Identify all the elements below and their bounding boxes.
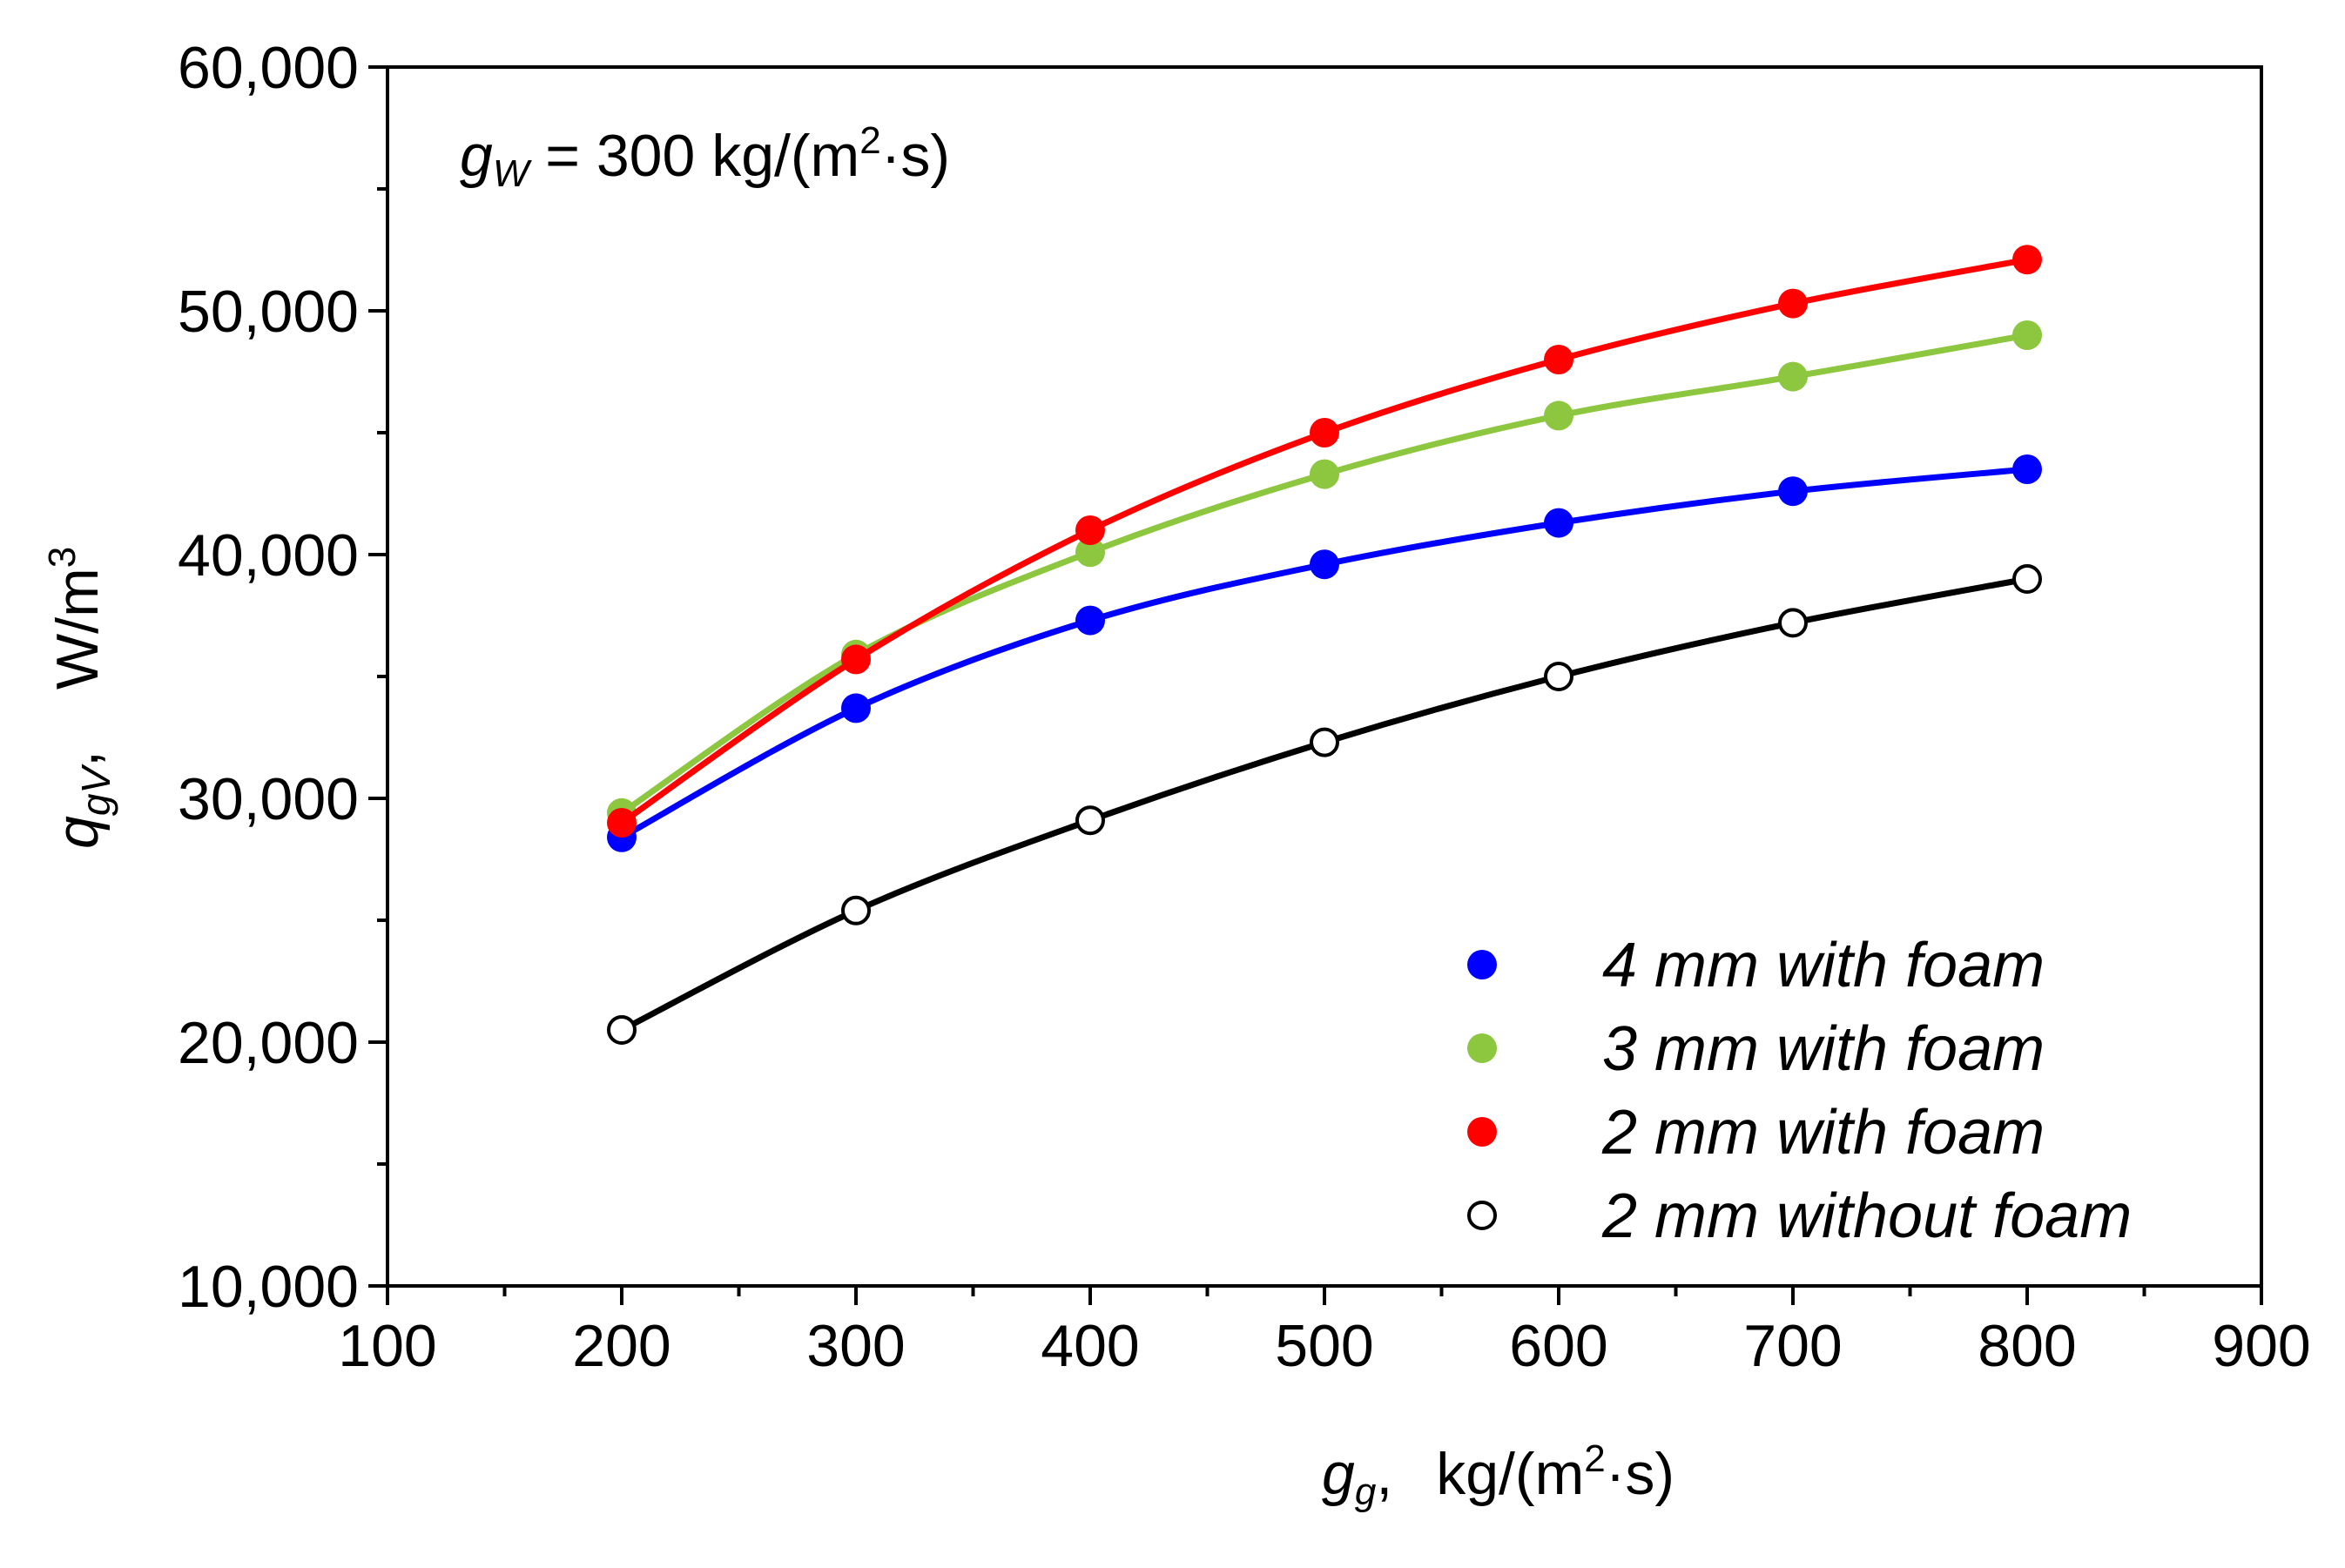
y-title-symbol: q bbox=[44, 816, 111, 849]
x-tick-label: 700 bbox=[1743, 1313, 1842, 1379]
x-tick-label: 500 bbox=[1275, 1313, 1373, 1379]
series-line bbox=[618, 466, 2031, 841]
data-point bbox=[1075, 537, 1105, 568]
legend-label: 4 mm with foam bbox=[1602, 931, 2045, 1000]
legend-marker bbox=[1467, 1117, 1497, 1147]
y-axis-title: qgV, W/m3 bbox=[41, 547, 118, 849]
annotation-superscript: 2 bbox=[859, 119, 880, 162]
data-point bbox=[841, 644, 871, 675]
x-title-unit-end: ·s) bbox=[1606, 1441, 1675, 1507]
annotation-subscript: W bbox=[493, 152, 532, 195]
data-point bbox=[1310, 727, 1339, 757]
x-tick-label: 300 bbox=[806, 1313, 905, 1379]
data-point bbox=[1778, 361, 1808, 392]
data-point bbox=[607, 808, 637, 838]
annotation-value: = 300 kg/(m bbox=[529, 123, 859, 189]
data-point bbox=[2012, 245, 2042, 275]
data-point bbox=[607, 1015, 637, 1045]
series-2-mm-without-foam bbox=[607, 564, 2042, 1045]
data-point bbox=[1310, 459, 1339, 489]
x-title-unit-sup: 2 bbox=[1584, 1437, 1605, 1480]
legend-label: 2 mm with foam bbox=[1601, 1098, 2045, 1168]
y-axis-ticks: 10,000 20,000 30,000 40,000 50,000 60,000 bbox=[178, 35, 387, 1320]
series-4-mm-with-foam bbox=[607, 454, 2042, 852]
y-title-subscript: gV bbox=[73, 764, 118, 817]
y-title-sep: , bbox=[44, 750, 111, 767]
x-title-symbol: g bbox=[1322, 1441, 1355, 1507]
annotation-symbol: g bbox=[460, 123, 493, 189]
x-tick-label: 900 bbox=[2212, 1313, 2310, 1379]
data-point bbox=[1544, 400, 1573, 431]
y-tick-label: 50,000 bbox=[178, 279, 359, 345]
series-2-mm-with-foam bbox=[607, 245, 2042, 838]
x-title-subscript: g bbox=[1355, 1470, 1377, 1513]
data-point bbox=[1075, 605, 1105, 636]
y-tick-label: 30,000 bbox=[178, 766, 359, 832]
legend-marker bbox=[1467, 950, 1497, 979]
x-tick-label: 100 bbox=[338, 1313, 436, 1379]
x-tick-label: 200 bbox=[572, 1313, 670, 1379]
x-title-sep: , bbox=[1376, 1441, 1392, 1507]
y-tick-label: 10,000 bbox=[178, 1254, 359, 1320]
x-axis-title: gg, kg/(m2·s) bbox=[1322, 1437, 1675, 1513]
x-tick-label: 600 bbox=[1509, 1313, 1607, 1379]
legend-marker bbox=[1467, 1201, 1497, 1230]
data-point bbox=[1544, 508, 1573, 538]
x-tick-label: 800 bbox=[1978, 1313, 2076, 1379]
y-title-unit-sup: 3 bbox=[41, 547, 84, 568]
y-tick-label: 20,000 bbox=[178, 1010, 359, 1076]
data-point bbox=[841, 895, 871, 925]
data-point bbox=[1310, 549, 1339, 580]
y-title-unit: W/m bbox=[44, 568, 111, 690]
data-point bbox=[2012, 564, 2042, 594]
annotation-text: gW = 300 kg/(m2·s) bbox=[460, 119, 950, 195]
data-point bbox=[1075, 805, 1105, 836]
data-point bbox=[2012, 454, 2042, 484]
data-point bbox=[1310, 418, 1339, 448]
annotation-unit-end: ·s) bbox=[881, 123, 950, 189]
y-tick-label: 60,000 bbox=[178, 35, 359, 101]
data-point bbox=[1075, 515, 1105, 545]
data-point bbox=[2012, 320, 2042, 350]
series-layer bbox=[607, 245, 2042, 1045]
y-tick-label: 40,000 bbox=[178, 522, 359, 589]
legend-marker bbox=[1467, 1033, 1497, 1063]
legend: 4 mm with foam 3 mm with foam 2 mm with fo… bbox=[1467, 931, 2132, 1251]
data-point bbox=[1544, 345, 1573, 374]
legend-label: 3 mm with foam bbox=[1602, 1014, 2045, 1084]
data-point bbox=[1778, 608, 1808, 638]
legend-label: 2 mm without foam bbox=[1601, 1181, 2132, 1251]
x-tick-label: 400 bbox=[1041, 1313, 1139, 1379]
x-title-unit: kg/(m bbox=[1436, 1441, 1584, 1507]
data-point bbox=[1778, 476, 1808, 507]
x-axis-ticks: 100 200 300 400 500 600 700 800 900 bbox=[338, 1286, 2311, 1379]
data-point bbox=[1778, 288, 1808, 319]
data-point bbox=[841, 693, 871, 723]
data-point bbox=[1544, 662, 1573, 691]
